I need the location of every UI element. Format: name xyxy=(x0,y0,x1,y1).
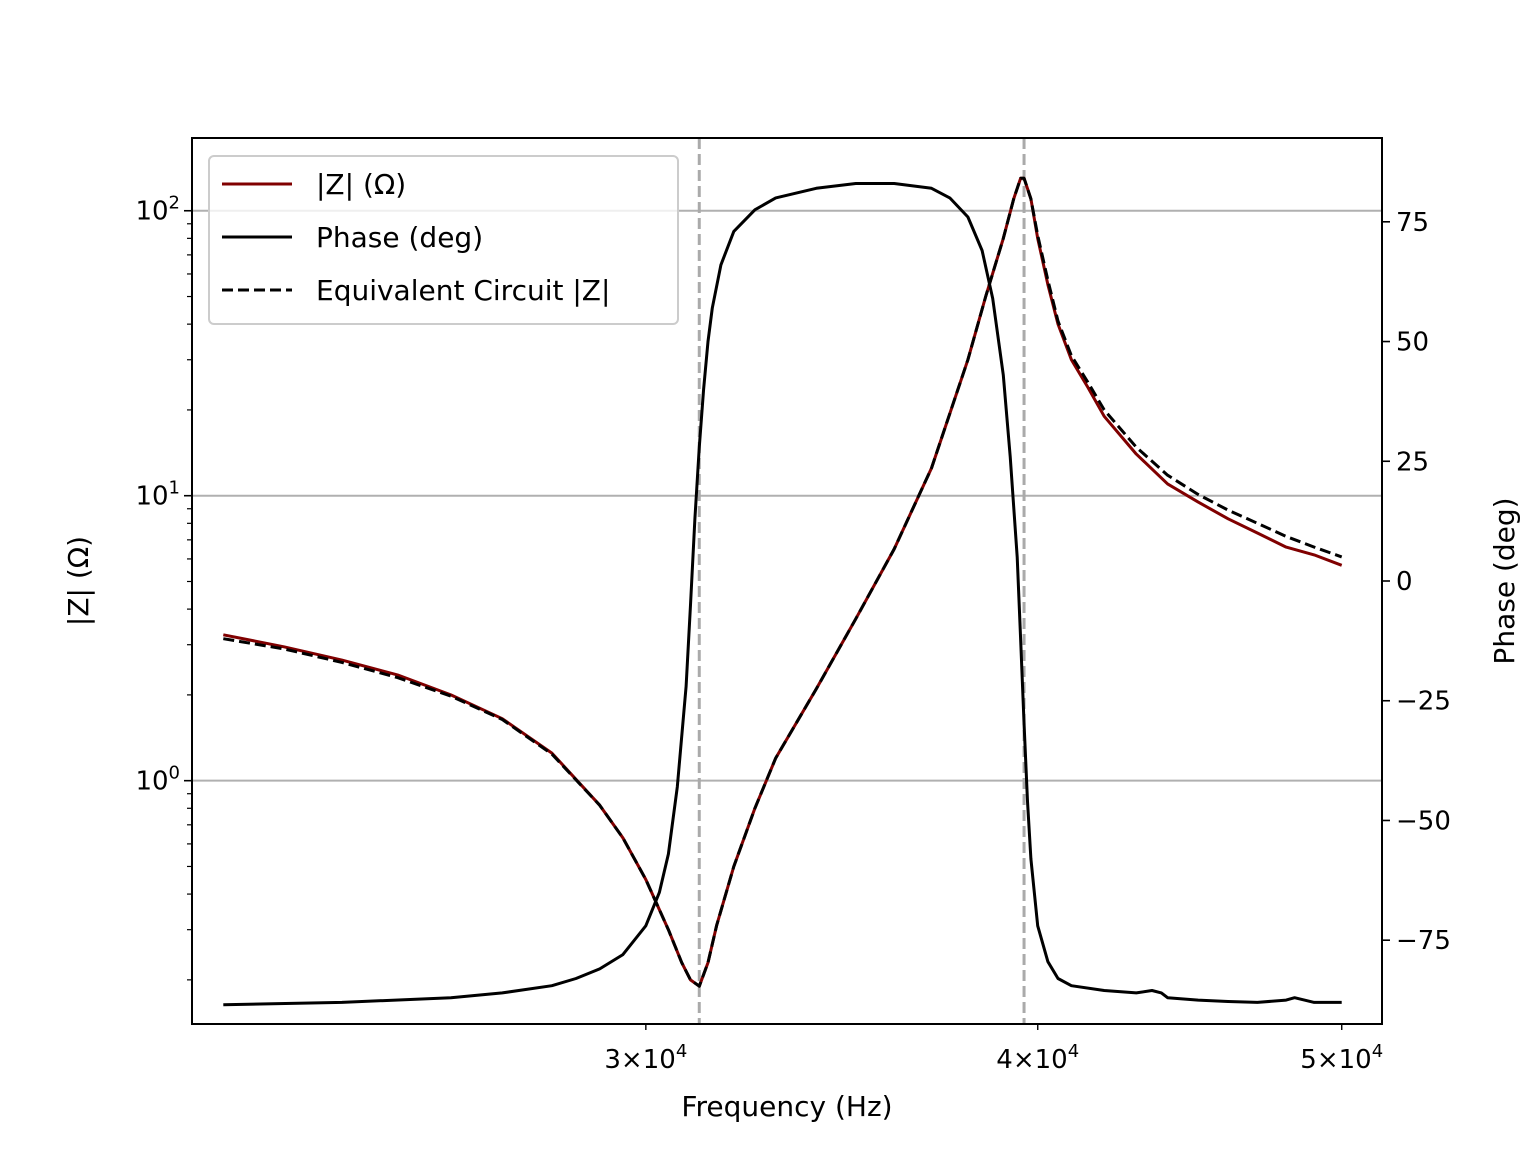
y-right-tick-label: −25 xyxy=(1396,687,1451,717)
legend: |Z| (Ω) Phase (deg) Equivalent Circuit |… xyxy=(208,155,679,325)
y-right-tick-label: 75 xyxy=(1396,208,1429,238)
y-right-tick-label: 0 xyxy=(1396,567,1413,597)
x-tick-label: 3×104 xyxy=(604,1041,687,1075)
legend-box xyxy=(208,155,679,325)
series-lines xyxy=(223,176,1343,1007)
axis-ticks: 100 101 102 −75 −50 −25 0 25 50 75 3×104 4×104 5×104 xyxy=(135,193,1450,1075)
series-phase-line xyxy=(223,182,1342,1007)
x-axis-label: Frequency (Hz) xyxy=(681,1090,892,1123)
y-right-tick-label: −75 xyxy=(1396,926,1451,956)
legend-label-magnitude: |Z| (Ω) xyxy=(316,168,406,201)
resonance-markers xyxy=(697,138,1026,1024)
legend-label-phase: Phase (deg) xyxy=(316,221,483,254)
y-left-tick-label: 102 xyxy=(135,193,180,227)
y-axis-label-left: |Z| (Ω) xyxy=(62,536,95,626)
series-equivalent-line xyxy=(223,176,1343,988)
y-left-tick-label: 100 xyxy=(135,763,180,797)
y-axis-label-right: Phase (deg) xyxy=(1488,497,1521,664)
y-left-tick-label: 101 xyxy=(135,478,180,512)
y-right-tick-label: 50 xyxy=(1396,328,1429,358)
x-tick-label: 4×104 xyxy=(996,1041,1079,1075)
legend-label-equivalent: Equivalent Circuit |Z| xyxy=(316,274,610,307)
x-tick-label: 5×104 xyxy=(1300,1041,1383,1075)
y-right-tick-label: −50 xyxy=(1396,806,1451,836)
y-right-tick-label: 25 xyxy=(1396,447,1429,477)
